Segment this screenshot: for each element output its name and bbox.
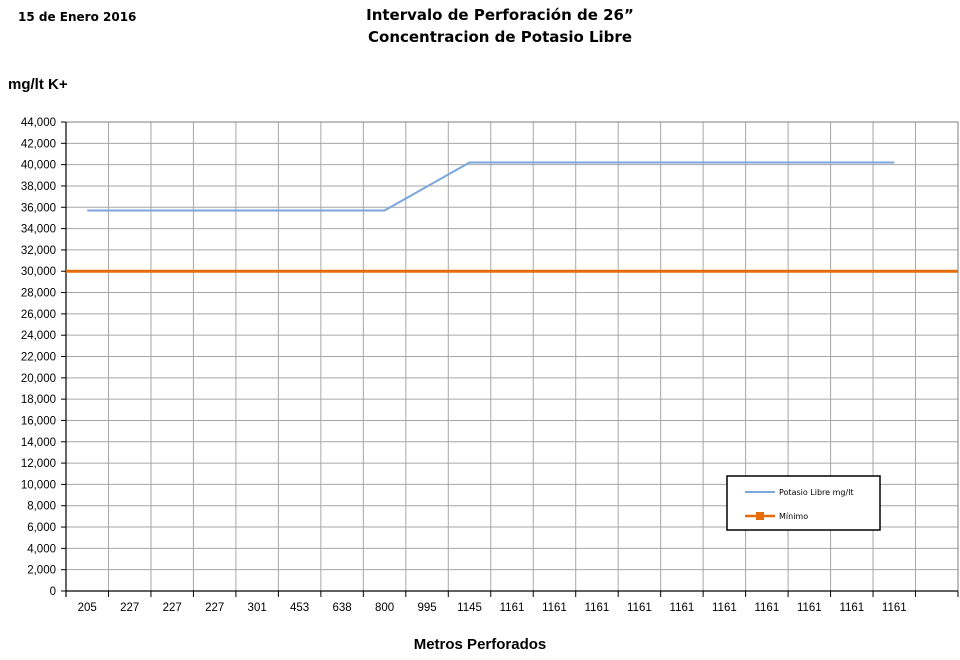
y-tick-label: 18,000 xyxy=(21,394,56,406)
y-tick-label: 4,000 xyxy=(27,543,56,555)
x-tick-label: 453 xyxy=(290,602,309,614)
x-tick-label: 1161 xyxy=(542,602,567,614)
y-tick-label: 24,000 xyxy=(21,330,56,342)
y-tick-label: 16,000 xyxy=(21,415,56,427)
x-tick-label: 1145 xyxy=(457,602,482,614)
legend-marker-minimo xyxy=(756,512,764,520)
x-tick-label: 227 xyxy=(205,602,224,614)
y-tick-label: 42,000 xyxy=(21,138,56,150)
y-tick-label: 40,000 xyxy=(21,160,56,172)
y-tick-label: 12,000 xyxy=(21,458,56,470)
x-tick-label: 1161 xyxy=(627,602,652,614)
y-tick-label: 22,000 xyxy=(21,352,56,364)
legend-box xyxy=(726,475,881,531)
y-tick-label: 20,000 xyxy=(21,373,56,385)
y-axis-label: mg/lt K+ xyxy=(8,76,68,93)
x-tick-label: 638 xyxy=(333,602,352,614)
series-line-potasio xyxy=(87,161,895,212)
legend-label-potasio: Potasio Libre mg/lt xyxy=(779,488,854,497)
x-tick-label: 1161 xyxy=(670,602,695,614)
x-tick-label: 227 xyxy=(120,602,139,614)
x-tick-label: 995 xyxy=(417,602,436,614)
x-tick-label: 1161 xyxy=(585,602,610,614)
y-tick-label: 10,000 xyxy=(21,479,56,491)
x-tick-label: 1161 xyxy=(500,602,525,614)
y-tick-label: 44,000 xyxy=(21,117,56,129)
y-tick-label: 38,000 xyxy=(21,181,56,193)
x-tick-label: 301 xyxy=(248,602,267,614)
y-tick-label: 0 xyxy=(50,586,56,598)
report-date: 15 de Enero 2016 xyxy=(18,10,137,24)
y-tick-label: 6,000 xyxy=(27,522,56,534)
x-tick-label: 1161 xyxy=(797,602,822,614)
y-tick-label: 26,000 xyxy=(21,309,56,321)
y-tick-label: 30,000 xyxy=(21,266,56,278)
chart-title-line-2: Concentracion de Potasio Libre xyxy=(368,28,632,46)
y-tick-label: 28,000 xyxy=(21,288,56,300)
x-tick-label: 1161 xyxy=(882,602,907,614)
y-tick-label: 34,000 xyxy=(21,224,56,236)
x-tick-label: 227 xyxy=(163,602,182,614)
x-tick-label: 800 xyxy=(375,602,394,614)
legend-label-minimo: Mínimo xyxy=(779,512,808,521)
x-tick-label: 1161 xyxy=(712,602,737,614)
y-tick-label: 2,000 xyxy=(27,565,56,577)
y-tick-label: 32,000 xyxy=(21,245,56,257)
x-tick-label: 1161 xyxy=(754,602,779,614)
x-tick-label: 205 xyxy=(78,602,97,614)
y-tick-label: 8,000 xyxy=(27,501,56,513)
chart-title: Intervalo de Perforación de 26” Concentr… xyxy=(290,4,710,48)
y-tick-label: 36,000 xyxy=(21,202,56,214)
x-axis-label: Metros Perforados xyxy=(413,636,547,653)
chart-title-line-1: Intervalo de Perforación de 26” xyxy=(366,6,634,24)
y-tick-label: 14,000 xyxy=(21,437,56,449)
x-tick-label: 1161 xyxy=(839,602,864,614)
